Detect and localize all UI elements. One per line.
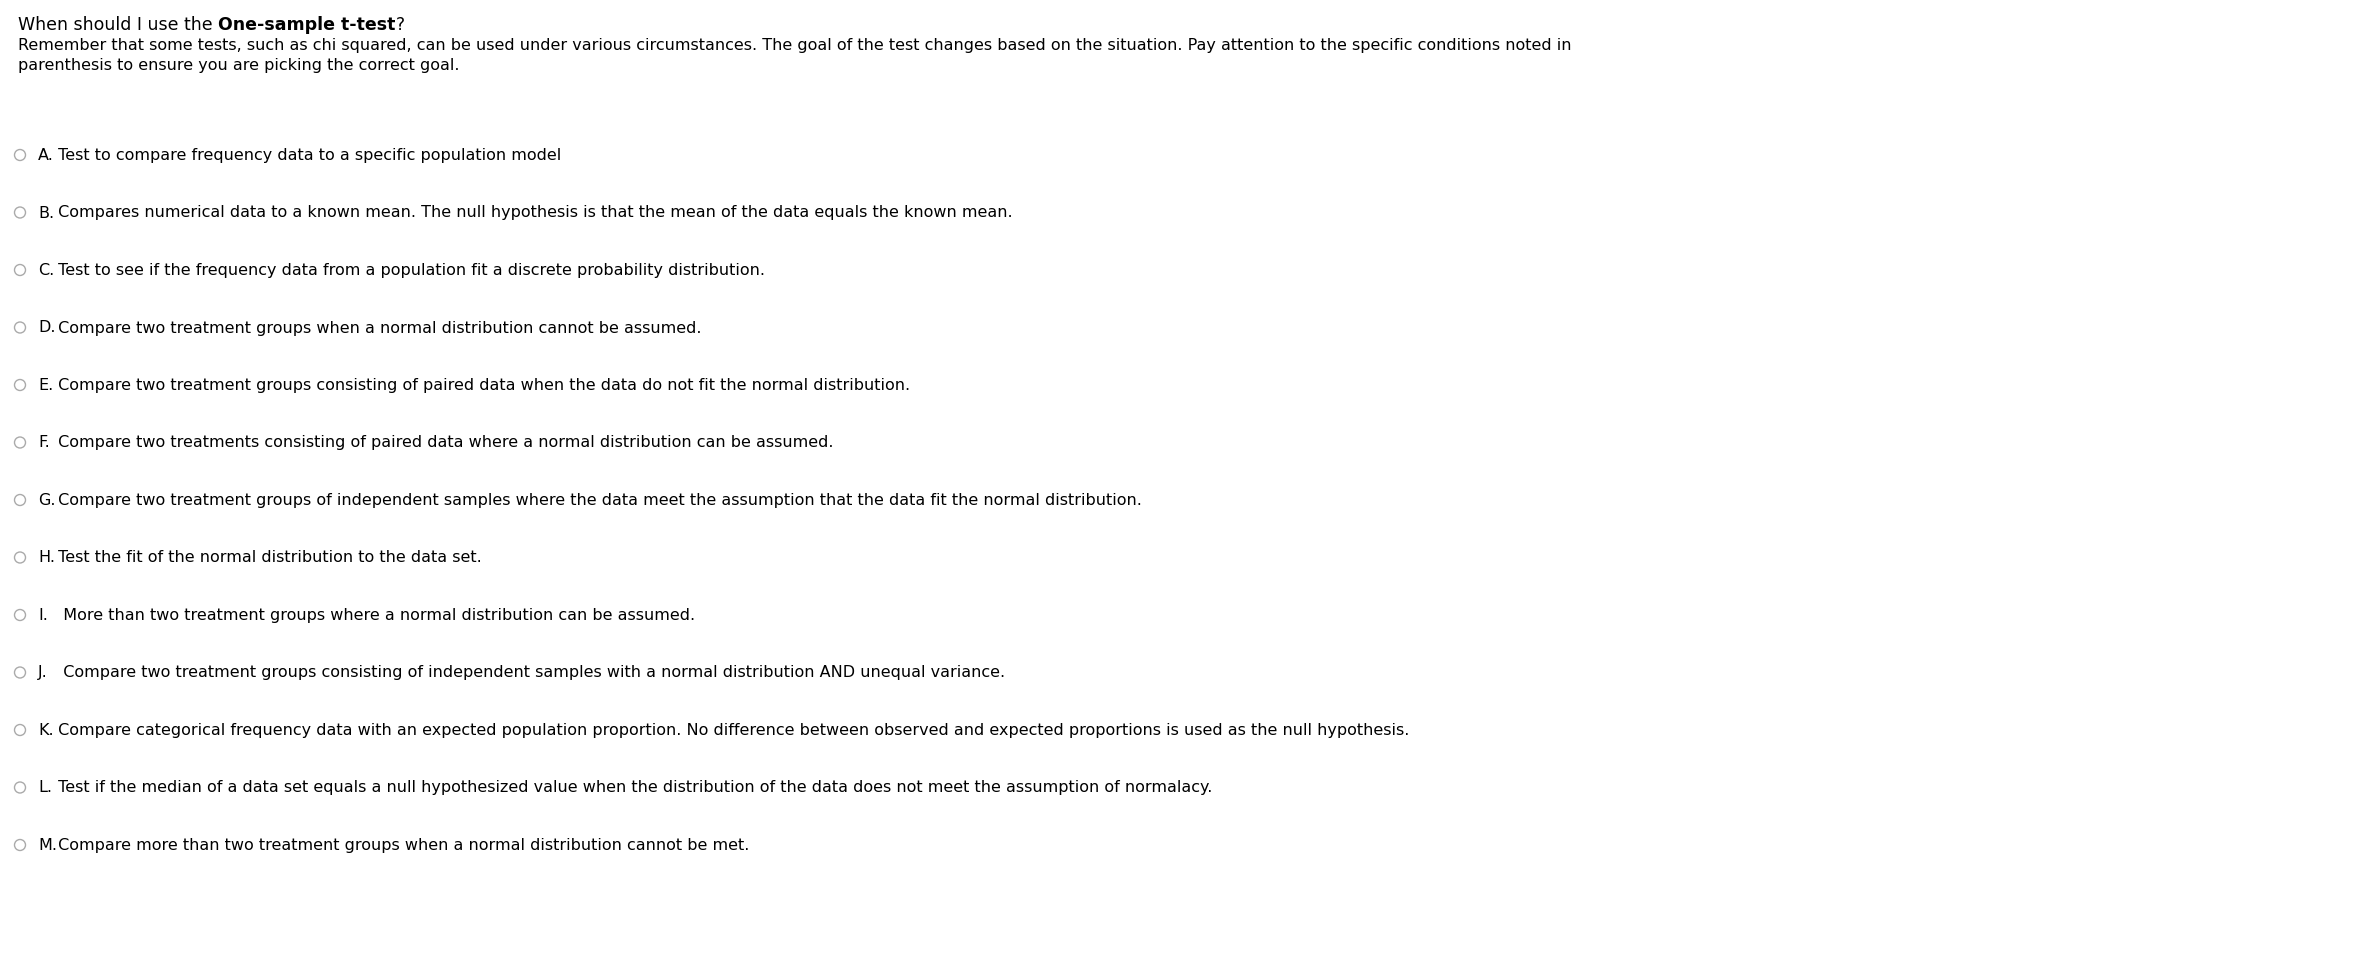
Text: One-sample t-test: One-sample t-test (219, 16, 395, 34)
Text: L.: L. (38, 780, 52, 795)
Text: A.: A. (38, 148, 55, 163)
Text: K.: K. (38, 722, 55, 738)
Text: ?: ? (395, 16, 405, 34)
Text: Compare two treatments consisting of paired data where a normal distribution can: Compare two treatments consisting of pai… (52, 435, 833, 450)
Text: Test to compare frequency data to a specific population model: Test to compare frequency data to a spec… (52, 148, 562, 163)
Text: E.: E. (38, 377, 52, 393)
Text: Compare two treatment groups consisting of paired data when the data do not fit : Compare two treatment groups consisting … (52, 377, 909, 393)
Text: F.: F. (38, 435, 50, 450)
Text: Compare categorical frequency data with an expected population proportion. No di: Compare categorical frequency data with … (52, 722, 1409, 738)
Text: When should I use the: When should I use the (19, 16, 219, 34)
Text: B.: B. (38, 205, 55, 220)
Text: G.: G. (38, 493, 55, 507)
Text: More than two treatment groups where a normal distribution can be assumed.: More than two treatment groups where a n… (52, 607, 695, 622)
Text: Compares numerical data to a known mean. The null hypothesis is that the mean of: Compares numerical data to a known mean.… (52, 205, 1011, 220)
Text: I.: I. (38, 607, 48, 622)
Text: M.: M. (38, 837, 57, 852)
Text: Test if the median of a data set equals a null hypothesized value when the distr: Test if the median of a data set equals … (52, 780, 1211, 795)
Text: Compare two treatment groups of independent samples where the data meet the assu: Compare two treatment groups of independ… (52, 493, 1142, 507)
Text: Compare more than two treatment groups when a normal distribution cannot be met.: Compare more than two treatment groups w… (52, 837, 750, 852)
Text: H.: H. (38, 550, 55, 565)
Text: Compare two treatment groups when a normal distribution cannot be assumed.: Compare two treatment groups when a norm… (52, 320, 702, 335)
Text: D.: D. (38, 320, 55, 335)
Text: J.: J. (38, 665, 48, 679)
Text: Remember that some tests, such as chi squared, can be used under various circums: Remember that some tests, such as chi sq… (19, 38, 1571, 73)
Text: Test the fit of the normal distribution to the data set.: Test the fit of the normal distribution … (52, 550, 481, 565)
Text: Compare two treatment groups consisting of independent samples with a normal dis: Compare two treatment groups consisting … (52, 665, 1004, 679)
Text: C.: C. (38, 263, 55, 277)
Text: Test to see if the frequency data from a population fit a discrete probability d: Test to see if the frequency data from a… (52, 263, 764, 277)
